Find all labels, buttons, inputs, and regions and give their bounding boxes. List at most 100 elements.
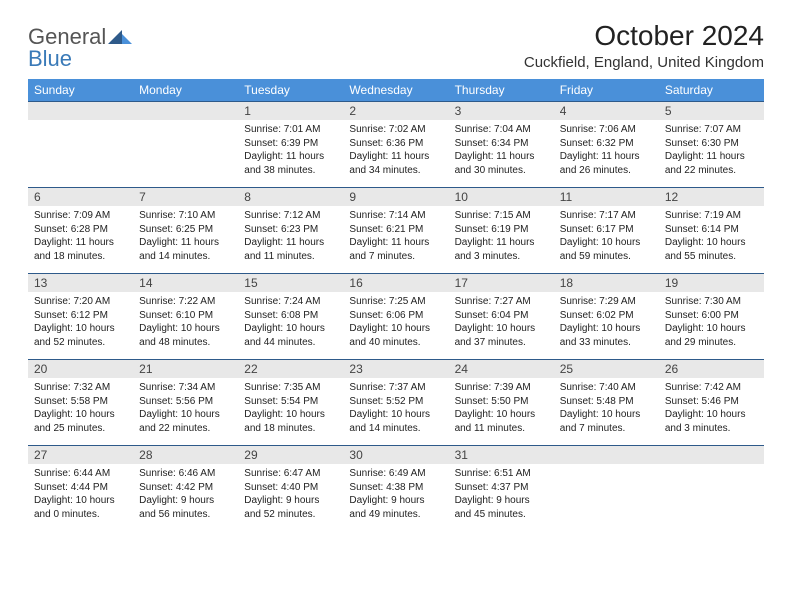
day-detail: Sunrise: 7:39 AMSunset: 5:50 PMDaylight:… bbox=[449, 378, 554, 439]
day-number: 22 bbox=[238, 359, 343, 378]
header: General Blue October 2024 Cuckfield, Eng… bbox=[28, 20, 764, 71]
daylight-text: Daylight: 11 hours and 34 minutes. bbox=[349, 150, 442, 177]
day-detail: Sunrise: 7:20 AMSunset: 6:12 PMDaylight:… bbox=[28, 292, 133, 353]
calendar-cell: 6Sunrise: 7:09 AMSunset: 6:28 PMDaylight… bbox=[28, 187, 133, 273]
location-text: Cuckfield, England, United Kingdom bbox=[524, 54, 764, 71]
sunset-text: Sunset: 5:52 PM bbox=[349, 395, 442, 409]
daybody-empty bbox=[659, 464, 764, 529]
sunrise-text: Sunrise: 6:47 AM bbox=[244, 467, 337, 481]
day-number: 28 bbox=[133, 445, 238, 464]
calendar-head: SundayMondayTuesdayWednesdayThursdayFrid… bbox=[28, 79, 764, 101]
day-detail: Sunrise: 6:46 AMSunset: 4:42 PMDaylight:… bbox=[133, 464, 238, 525]
day-detail: Sunrise: 7:22 AMSunset: 6:10 PMDaylight:… bbox=[133, 292, 238, 353]
day-number: 25 bbox=[554, 359, 659, 378]
day-detail: Sunrise: 7:17 AMSunset: 6:17 PMDaylight:… bbox=[554, 206, 659, 267]
daylight-text: Daylight: 10 hours and 29 minutes. bbox=[665, 322, 758, 349]
sunset-text: Sunset: 6:36 PM bbox=[349, 137, 442, 151]
sunset-text: Sunset: 6:10 PM bbox=[139, 309, 232, 323]
day-number: 30 bbox=[343, 445, 448, 464]
sunrise-text: Sunrise: 7:27 AM bbox=[455, 295, 548, 309]
calendar-cell bbox=[28, 101, 133, 187]
day-number: 2 bbox=[343, 101, 448, 120]
daylight-text: Daylight: 11 hours and 11 minutes. bbox=[244, 236, 337, 263]
day-detail: Sunrise: 7:14 AMSunset: 6:21 PMDaylight:… bbox=[343, 206, 448, 267]
calendar-table: SundayMondayTuesdayWednesdayThursdayFrid… bbox=[28, 79, 764, 531]
calendar-cell: 3Sunrise: 7:04 AMSunset: 6:34 PMDaylight… bbox=[449, 101, 554, 187]
daylight-text: Daylight: 9 hours and 56 minutes. bbox=[139, 494, 232, 521]
day-number: 21 bbox=[133, 359, 238, 378]
sunrise-text: Sunrise: 7:29 AM bbox=[560, 295, 653, 309]
calendar-row: 6Sunrise: 7:09 AMSunset: 6:28 PMDaylight… bbox=[28, 187, 764, 273]
sunrise-text: Sunrise: 7:34 AM bbox=[139, 381, 232, 395]
sunrise-text: Sunrise: 6:49 AM bbox=[349, 467, 442, 481]
calendar-cell: 25Sunrise: 7:40 AMSunset: 5:48 PMDayligh… bbox=[554, 359, 659, 445]
sunrise-text: Sunrise: 7:15 AM bbox=[455, 209, 548, 223]
day-detail: Sunrise: 7:37 AMSunset: 5:52 PMDaylight:… bbox=[343, 378, 448, 439]
sunset-text: Sunset: 5:48 PM bbox=[560, 395, 653, 409]
day-number: 11 bbox=[554, 187, 659, 206]
weekday-header: Saturday bbox=[659, 79, 764, 101]
day-detail: Sunrise: 7:10 AMSunset: 6:25 PMDaylight:… bbox=[133, 206, 238, 267]
sunset-text: Sunset: 6:30 PM bbox=[665, 137, 758, 151]
weekday-header: Friday bbox=[554, 79, 659, 101]
daylight-text: Daylight: 9 hours and 45 minutes. bbox=[455, 494, 548, 521]
day-detail: Sunrise: 7:01 AMSunset: 6:39 PMDaylight:… bbox=[238, 120, 343, 181]
weekday-header: Monday bbox=[133, 79, 238, 101]
logo-text: General Blue bbox=[28, 26, 132, 70]
sunset-text: Sunset: 6:39 PM bbox=[244, 137, 337, 151]
day-detail: Sunrise: 7:25 AMSunset: 6:06 PMDaylight:… bbox=[343, 292, 448, 353]
weekday-header: Thursday bbox=[449, 79, 554, 101]
day-detail: Sunrise: 7:27 AMSunset: 6:04 PMDaylight:… bbox=[449, 292, 554, 353]
sunset-text: Sunset: 5:58 PM bbox=[34, 395, 127, 409]
sunset-text: Sunset: 6:02 PM bbox=[560, 309, 653, 323]
daybody-empty bbox=[133, 120, 238, 185]
day-number: 14 bbox=[133, 273, 238, 292]
day-detail: Sunrise: 7:35 AMSunset: 5:54 PMDaylight:… bbox=[238, 378, 343, 439]
calendar-cell: 27Sunrise: 6:44 AMSunset: 4:44 PMDayligh… bbox=[28, 445, 133, 531]
calendar-cell: 18Sunrise: 7:29 AMSunset: 6:02 PMDayligh… bbox=[554, 273, 659, 359]
calendar-cell: 28Sunrise: 6:46 AMSunset: 4:42 PMDayligh… bbox=[133, 445, 238, 531]
daynum-empty bbox=[659, 445, 764, 464]
daylight-text: Daylight: 10 hours and 52 minutes. bbox=[34, 322, 127, 349]
daylight-text: Daylight: 11 hours and 26 minutes. bbox=[560, 150, 653, 177]
day-number: 26 bbox=[659, 359, 764, 378]
day-number: 12 bbox=[659, 187, 764, 206]
day-detail: Sunrise: 7:32 AMSunset: 5:58 PMDaylight:… bbox=[28, 378, 133, 439]
calendar-cell: 19Sunrise: 7:30 AMSunset: 6:00 PMDayligh… bbox=[659, 273, 764, 359]
sunrise-text: Sunrise: 7:14 AM bbox=[349, 209, 442, 223]
day-detail: Sunrise: 6:51 AMSunset: 4:37 PMDaylight:… bbox=[449, 464, 554, 525]
sunset-text: Sunset: 4:37 PM bbox=[455, 481, 548, 495]
calendar-cell: 17Sunrise: 7:27 AMSunset: 6:04 PMDayligh… bbox=[449, 273, 554, 359]
day-number: 18 bbox=[554, 273, 659, 292]
day-detail: Sunrise: 7:29 AMSunset: 6:02 PMDaylight:… bbox=[554, 292, 659, 353]
day-detail: Sunrise: 7:40 AMSunset: 5:48 PMDaylight:… bbox=[554, 378, 659, 439]
day-number: 7 bbox=[133, 187, 238, 206]
day-number: 15 bbox=[238, 273, 343, 292]
day-number: 29 bbox=[238, 445, 343, 464]
sunrise-text: Sunrise: 7:24 AM bbox=[244, 295, 337, 309]
sunset-text: Sunset: 6:23 PM bbox=[244, 223, 337, 237]
weekday-row: SundayMondayTuesdayWednesdayThursdayFrid… bbox=[28, 79, 764, 101]
calendar-cell: 2 Sunrise: 7:02 AMSunset: 6:36 PMDaylight… bbox=[343, 101, 448, 187]
daylight-text: Daylight: 10 hours and 18 minutes. bbox=[244, 408, 337, 435]
day-detail: Sunrise: 6:49 AMSunset: 4:38 PMDaylight:… bbox=[343, 464, 448, 525]
day-number: 1 bbox=[238, 101, 343, 120]
day-number: 13 bbox=[28, 273, 133, 292]
calendar-cell: 16Sunrise: 7:25 AMSunset: 6:06 PMDayligh… bbox=[343, 273, 448, 359]
daylight-text: Daylight: 10 hours and 33 minutes. bbox=[560, 322, 653, 349]
sunset-text: Sunset: 6:34 PM bbox=[455, 137, 548, 151]
daynum-empty bbox=[28, 101, 133, 120]
sunrise-text: Sunrise: 7:20 AM bbox=[34, 295, 127, 309]
calendar-page: General Blue October 2024 Cuckfield, Eng… bbox=[0, 0, 792, 551]
sunrise-text: Sunrise: 7:02 AM bbox=[349, 123, 442, 137]
day-detail: Sunrise: 7:09 AMSunset: 6:28 PMDaylight:… bbox=[28, 206, 133, 267]
daylight-text: Daylight: 10 hours and 48 minutes. bbox=[139, 322, 232, 349]
month-title: October 2024 bbox=[524, 20, 764, 52]
sunrise-text: Sunrise: 7:30 AM bbox=[665, 295, 758, 309]
calendar-cell: 23Sunrise: 7:37 AMSunset: 5:52 PMDayligh… bbox=[343, 359, 448, 445]
daylight-text: Daylight: 11 hours and 3 minutes. bbox=[455, 236, 548, 263]
sunrise-text: Sunrise: 7:19 AM bbox=[665, 209, 758, 223]
sunset-text: Sunset: 5:46 PM bbox=[665, 395, 758, 409]
day-detail: Sunrise: 7:06 AMSunset: 6:32 PMDaylight:… bbox=[554, 120, 659, 181]
sunset-text: Sunset: 5:56 PM bbox=[139, 395, 232, 409]
